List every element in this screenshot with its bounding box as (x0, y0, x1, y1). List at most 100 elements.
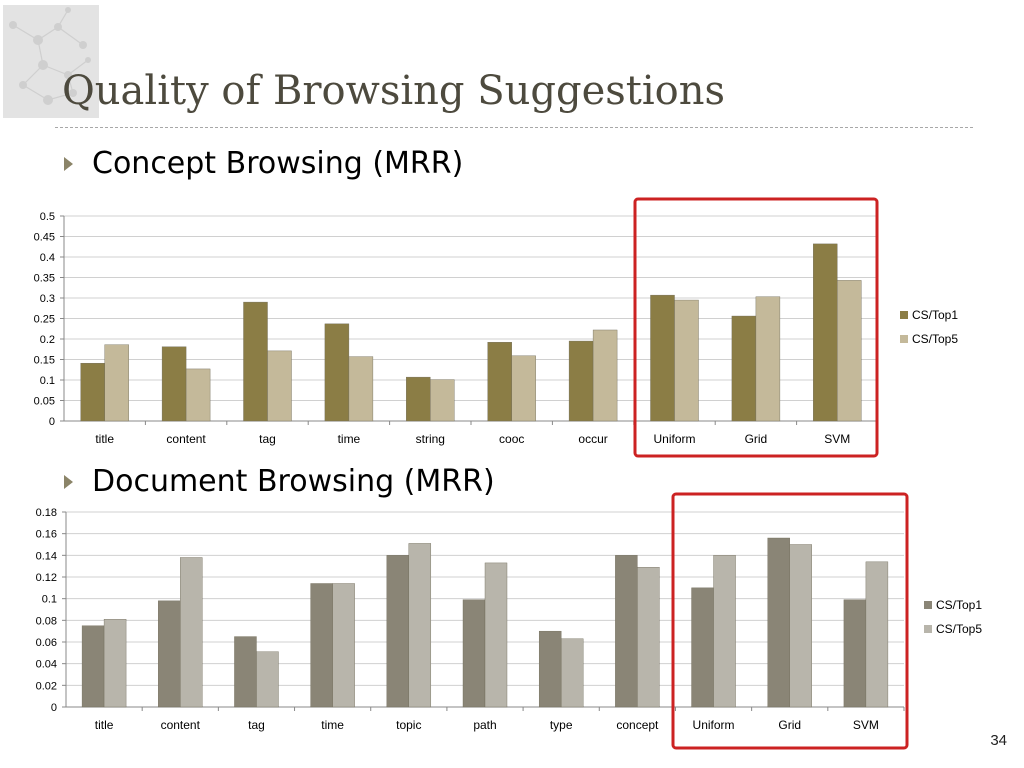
bar-topic-CS/Top5 (408, 543, 432, 708)
y-tick-label: 0.16 (36, 529, 57, 541)
bar-SVM-CS/Top5 (865, 561, 889, 708)
bar-title-CS/Top5 (103, 619, 127, 708)
x-tick-label: SVM (853, 718, 879, 732)
bar-path-CS/Top5 (484, 562, 508, 708)
legend-label: CS/Top1 (912, 308, 958, 322)
bullet-text: Document Browsing (MRR) (92, 464, 495, 499)
bar-tag-CS/Top5 (267, 350, 292, 422)
page-number: 34 (990, 732, 1007, 749)
y-tick-label: 0.45 (34, 232, 55, 244)
bullet-document-browsing: Document Browsing (MRR) (64, 464, 964, 504)
y-tick-label: 0.18 (36, 507, 57, 519)
x-tick-label: title (95, 432, 114, 446)
bullet-text: Concept Browsing (MRR) (92, 146, 464, 181)
bar-title-CS/Top5 (104, 344, 129, 422)
bar-occur-CS/Top5 (592, 329, 618, 422)
bar-string-CS/Top1 (406, 376, 431, 422)
legend-label: CS/Top1 (936, 598, 982, 612)
y-tick-label: 0.06 (36, 637, 57, 649)
legend-label: CS/Top5 (912, 332, 958, 346)
bar-concept-CS/Top5 (637, 567, 660, 708)
bar-Grid-CS/Top1 (731, 315, 757, 422)
bar-time-CS/Top5 (332, 583, 355, 708)
highlight-box (633, 197, 879, 458)
bar-SVM-CS/Top5 (837, 280, 862, 422)
y-tick-label: 0.15 (34, 355, 55, 367)
x-tick-label: cooc (499, 432, 524, 446)
x-tick-label: topic (396, 718, 421, 732)
bullet-concept-browsing: Concept Browsing (MRR) (64, 146, 964, 186)
y-tick-label: 0.25 (34, 314, 55, 326)
bar-concept-CS/Top1 (615, 555, 638, 708)
bar-occur-CS/Top1 (568, 340, 594, 422)
bullet-arrow-icon (64, 475, 73, 489)
y-tick-label: 0.02 (36, 680, 57, 692)
bar-Grid-CS/Top5 (789, 544, 812, 708)
y-tick-label: 0.4 (40, 252, 55, 264)
bar-time-CS/Top1 (324, 323, 350, 422)
y-tick-label: 0.05 (34, 396, 55, 408)
y-tick-label: 0.35 (34, 273, 55, 285)
bar-string-CS/Top5 (430, 379, 455, 422)
x-tick-label: type (550, 718, 573, 732)
bar-type-CS/Top1 (538, 630, 562, 708)
bar-cooc-CS/Top1 (487, 342, 512, 422)
slide-title: Quality of Browsing Suggestions (62, 68, 726, 114)
x-tick-label: concept (616, 718, 659, 732)
y-tick-label: 0.1 (40, 375, 55, 387)
legend-swatch (900, 311, 908, 319)
x-tick-label: occur (578, 432, 607, 446)
legend-label: CS/Top5 (936, 622, 982, 636)
y-tick-label: 0.12 (36, 572, 57, 584)
legend-swatch (900, 335, 908, 343)
bar-content-CS/Top5 (180, 557, 203, 708)
decorative-logo-image (3, 5, 99, 118)
bar-time-CS/Top1 (310, 583, 333, 708)
bar-path-CS/Top1 (462, 599, 486, 708)
bar-title-CS/Top1 (80, 362, 105, 422)
y-tick-label: 0.04 (36, 659, 57, 671)
bar-title-CS/Top1 (81, 625, 105, 708)
bar-content-CS/Top1 (161, 346, 187, 422)
bar-Grid-CS/Top1 (767, 537, 790, 708)
x-tick-label: time (338, 432, 361, 446)
x-tick-label: tag (248, 718, 265, 732)
y-tick-label: 0.5 (40, 211, 55, 223)
bar-Uniform-CS/Top1 (650, 294, 675, 422)
bar-type-CS/Top5 (560, 638, 584, 708)
y-tick-label: 0.2 (40, 334, 55, 346)
x-tick-label: Grid (778, 718, 801, 732)
x-tick-label: Grid (745, 432, 768, 446)
bar-SVM-CS/Top1 (843, 599, 867, 708)
x-tick-label: Uniform (693, 718, 735, 732)
y-tick-label: 0.14 (36, 550, 57, 562)
legend-swatch (924, 601, 932, 609)
x-tick-label: path (473, 718, 496, 732)
title-divider (55, 127, 973, 128)
x-tick-label: string (416, 432, 445, 446)
y-tick-label: 0 (51, 702, 57, 714)
y-tick-label: 0.3 (40, 293, 55, 305)
bar-tag-CS/Top1 (243, 301, 268, 422)
bar-topic-CS/Top1 (386, 555, 410, 708)
x-tick-label: time (321, 718, 344, 732)
x-tick-label: title (95, 718, 114, 732)
y-tick-label: 0 (49, 416, 55, 428)
bar-time-CS/Top5 (348, 356, 374, 422)
bar-Grid-CS/Top5 (755, 296, 781, 422)
x-tick-label: SVM (824, 432, 850, 446)
bar-Uniform-CS/Top1 (691, 587, 714, 708)
network-pattern-icon (9, 7, 91, 105)
y-tick-label: 0.08 (36, 615, 57, 627)
x-tick-label: tag (259, 432, 276, 446)
bar-cooc-CS/Top5 (511, 355, 536, 422)
x-tick-label: content (161, 718, 201, 732)
highlight-box (671, 492, 909, 750)
bar-SVM-CS/Top1 (813, 243, 838, 422)
bar-content-CS/Top5 (185, 368, 211, 422)
legend-swatch (924, 625, 932, 633)
y-tick-label: 0.1 (42, 594, 57, 606)
x-tick-label: content (166, 432, 206, 446)
